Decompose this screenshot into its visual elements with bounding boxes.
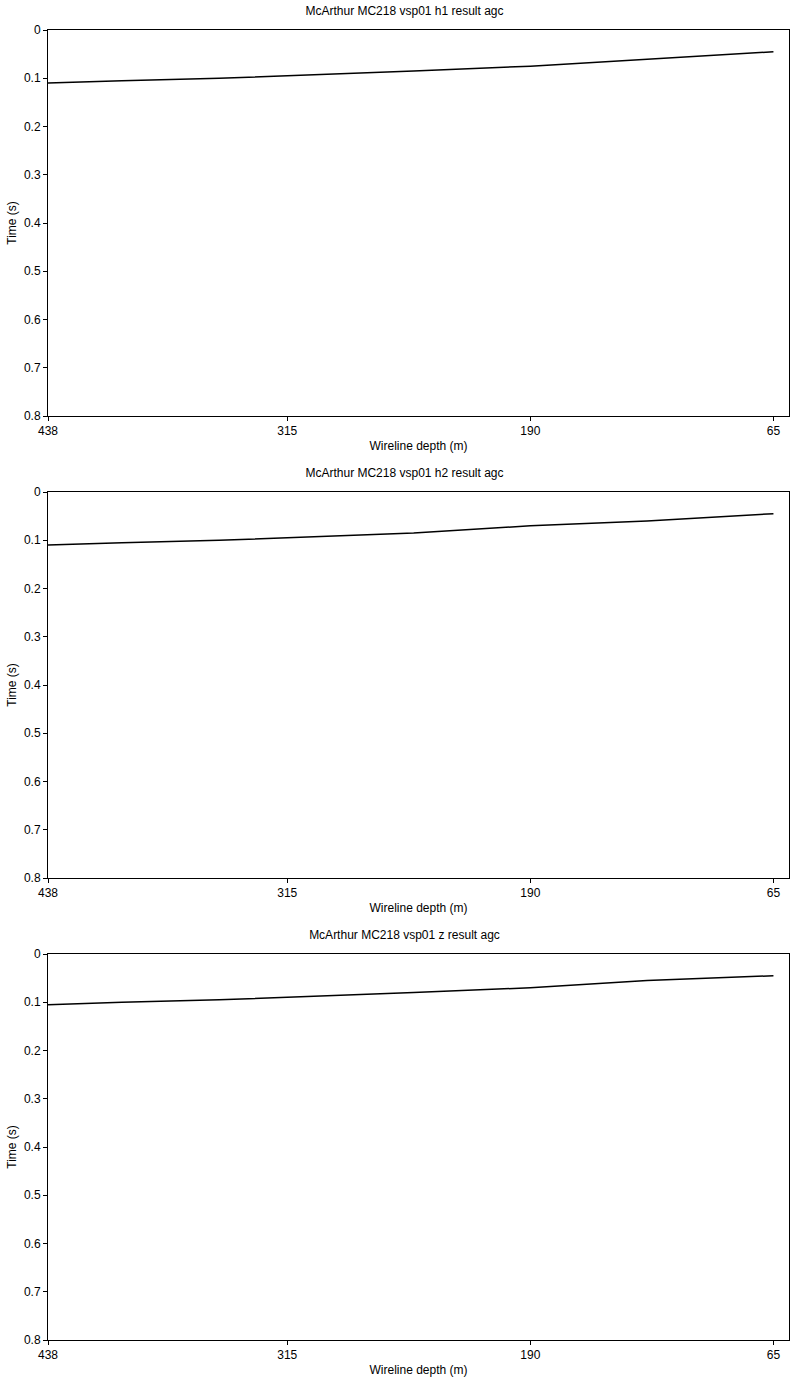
svg-text:0.3: 0.3 (24, 168, 41, 182)
svg-text:0.2: 0.2 (24, 582, 41, 596)
svg-text:McArthur MC218 vsp01 h2 result: McArthur MC218 vsp01 h2 result agc (305, 466, 503, 480)
svg-text:0.7: 0.7 (24, 1285, 41, 1299)
svg-text:0.6: 0.6 (24, 775, 41, 789)
svg-text:190: 190 (520, 886, 540, 900)
svg-text:438: 438 (38, 424, 58, 438)
svg-text:0.3: 0.3 (24, 1092, 41, 1106)
svg-text:0: 0 (34, 947, 41, 961)
svg-text:0.5: 0.5 (24, 264, 41, 278)
svg-text:0.5: 0.5 (24, 726, 41, 740)
svg-text:Time (s): Time (s) (5, 201, 19, 245)
svg-text:0: 0 (34, 23, 41, 37)
svg-text:0.2: 0.2 (24, 1044, 41, 1058)
svg-text:0.8: 0.8 (24, 871, 41, 885)
svg-text:0.4: 0.4 (24, 1140, 41, 1154)
svg-text:0.7: 0.7 (24, 361, 41, 375)
svg-text:0.4: 0.4 (24, 678, 41, 692)
svg-text:0.3: 0.3 (24, 630, 41, 644)
svg-text:438: 438 (38, 886, 58, 900)
svg-text:Wireline depth (m): Wireline depth (m) (369, 439, 467, 453)
svg-text:0.1: 0.1 (24, 71, 41, 85)
svg-text:0.5: 0.5 (24, 1188, 41, 1202)
svg-text:Time (s): Time (s) (5, 1125, 19, 1169)
svg-text:315: 315 (277, 886, 297, 900)
svg-text:0.1: 0.1 (24, 995, 41, 1009)
svg-text:McArthur MC218 vsp01 h1 result: McArthur MC218 vsp01 h1 result agc (305, 4, 503, 18)
svg-text:438: 438 (38, 1348, 58, 1362)
svg-text:0: 0 (34, 485, 41, 499)
svg-text:McArthur MC218 vsp01 z result: McArthur MC218 vsp01 z result agc (309, 928, 500, 942)
svg-text:65: 65 (767, 886, 781, 900)
svg-text:0.7: 0.7 (24, 823, 41, 837)
svg-text:0.2: 0.2 (24, 120, 41, 134)
svg-text:65: 65 (767, 1348, 781, 1362)
svg-text:Wireline depth (m): Wireline depth (m) (369, 1363, 467, 1377)
svg-text:65: 65 (767, 424, 781, 438)
svg-text:190: 190 (520, 1348, 540, 1362)
svg-text:Time (s): Time (s) (5, 663, 19, 707)
svg-text:315: 315 (277, 1348, 297, 1362)
svg-text:0.1: 0.1 (24, 533, 41, 547)
svg-text:0.8: 0.8 (24, 409, 41, 423)
svg-text:Wireline depth (m): Wireline depth (m) (369, 901, 467, 915)
svg-text:0.4: 0.4 (24, 216, 41, 230)
svg-text:190: 190 (520, 424, 540, 438)
svg-text:0.6: 0.6 (24, 313, 41, 327)
svg-text:0.6: 0.6 (24, 1237, 41, 1251)
svg-text:0.8: 0.8 (24, 1333, 41, 1347)
svg-text:315: 315 (277, 424, 297, 438)
